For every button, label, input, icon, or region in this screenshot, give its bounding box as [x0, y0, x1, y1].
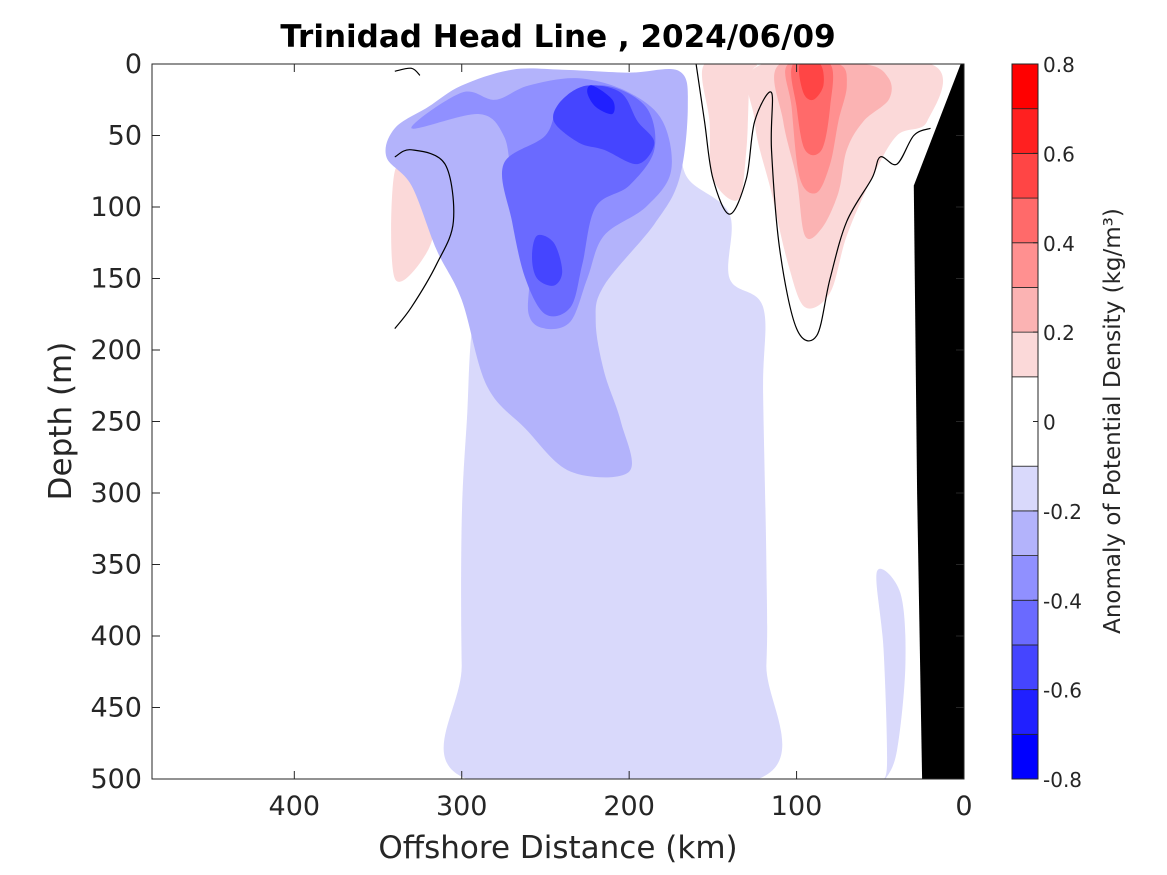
colorbar-swatch	[1011, 63, 1039, 110]
colorbar-tick-label: 0.8	[1043, 53, 1075, 77]
contour-region-outer-positive-band	[701, 64, 758, 201]
y-tick-label: 300	[90, 478, 142, 509]
contour-field	[385, 64, 943, 779]
y-tick-label: 100	[90, 192, 142, 223]
y-tick-label: 400	[90, 621, 142, 652]
colorbar-swatch	[1011, 242, 1039, 288]
colorbar-swatch	[1011, 197, 1039, 244]
x-tick-label: 300	[436, 791, 488, 822]
chart-title: Trinidad Head Line , 2024/06/09	[280, 19, 835, 55]
x-tick-label: 400	[269, 791, 321, 822]
colorbar-tick-label: -0.8	[1043, 768, 1082, 792]
contour-region-negative-center	[587, 85, 615, 115]
middle-zero-contour	[695, 64, 931, 342]
colorbar-swatch	[1011, 599, 1039, 646]
colorbar-swatch	[1011, 465, 1039, 512]
y-tick-label: 350	[90, 550, 142, 581]
contour-region-upper-negative-core	[553, 85, 655, 165]
colorbar-swatch	[1011, 733, 1039, 780]
y-axis-label: Depth (m)	[43, 342, 79, 501]
x-axis: 400 300 200 100 0	[269, 64, 973, 822]
colorbar-swatch	[1011, 689, 1039, 735]
y-tick-label: 450	[90, 693, 142, 724]
y-axis: 0 50 100 150 200 250 300 350 400 450 500	[90, 49, 964, 795]
colorbar-swatch	[1011, 644, 1039, 691]
colorbar-tick-label: -0.2	[1043, 500, 1082, 524]
zero-contour-lines	[394, 64, 931, 342]
colorbar-swatch	[1011, 510, 1039, 556]
colorbar-swatch	[1011, 555, 1039, 601]
surface-zero-contour	[394, 67, 421, 76]
y-tick-label: 150	[90, 264, 142, 295]
colorbar-tick-label: 0.6	[1043, 142, 1075, 166]
y-tick-label: 250	[90, 407, 142, 438]
colorbar-swatch	[1011, 287, 1039, 333]
x-axis-label: Offshore Distance (km)	[378, 830, 737, 866]
colorbar-tick-label: 0.2	[1043, 321, 1075, 345]
x-tick-label: 200	[603, 791, 655, 822]
colorbar-swatch	[1011, 152, 1039, 199]
y-tick-label: 200	[90, 335, 142, 366]
x-tick-label: 0	[955, 791, 972, 822]
colorbar-tick-label: -0.6	[1043, 679, 1082, 703]
contour-region-lower-negative-core	[532, 234, 563, 286]
colorbar: 0.8 0.6 0.4 0.2 0 -0.2 -0.4 -0.6 -0.8	[1011, 53, 1082, 792]
colorbar-tick-label: -0.4	[1043, 589, 1082, 613]
colorbar-tick-label: 0	[1043, 411, 1056, 435]
x-tick-label: 100	[771, 791, 823, 822]
y-tick-label: 50	[108, 121, 142, 152]
offshore-zero-contour	[394, 149, 455, 329]
colorbar-label: Anomaly of Potential Density (kg/m³)	[1100, 208, 1126, 634]
y-tick-label: 500	[90, 764, 142, 795]
colorbar-swatch	[1011, 331, 1039, 378]
contour-region-small-nearshore-negative-patch	[876, 568, 906, 779]
colorbar-swatch	[1011, 108, 1039, 154]
bathymetry-shelf	[913, 64, 964, 779]
contour-region-positive-center	[798, 64, 824, 101]
colorbar-tick-label: 0.4	[1043, 232, 1075, 256]
y-tick-label: 0	[125, 49, 142, 80]
bathymetry-layer	[913, 64, 964, 779]
